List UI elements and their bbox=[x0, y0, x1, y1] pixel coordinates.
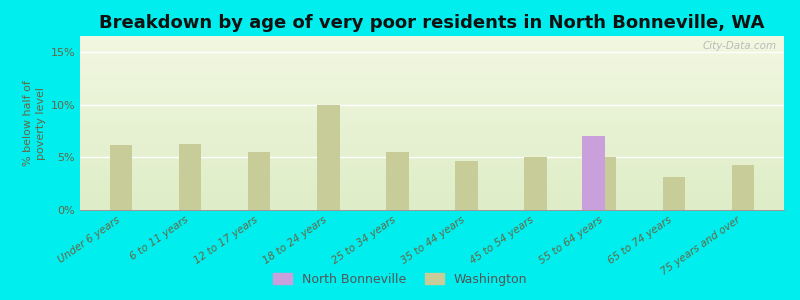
Bar bbox=[455, 161, 478, 210]
Y-axis label: % below half of
poverty level: % below half of poverty level bbox=[23, 80, 46, 166]
Bar bbox=[662, 177, 685, 210]
Bar bbox=[731, 165, 754, 210]
Bar bbox=[249, 152, 270, 210]
Bar bbox=[594, 157, 615, 210]
Bar bbox=[110, 145, 133, 210]
Legend: North Bonneville, Washington: North Bonneville, Washington bbox=[268, 268, 532, 291]
Bar bbox=[179, 144, 202, 210]
Title: Breakdown by age of very poor residents in North Bonneville, WA: Breakdown by age of very poor residents … bbox=[99, 14, 765, 32]
Bar bbox=[318, 104, 339, 210]
Bar bbox=[525, 157, 546, 210]
Bar bbox=[582, 136, 605, 210]
Bar bbox=[386, 152, 409, 210]
Text: City-Data.com: City-Data.com bbox=[703, 41, 777, 51]
